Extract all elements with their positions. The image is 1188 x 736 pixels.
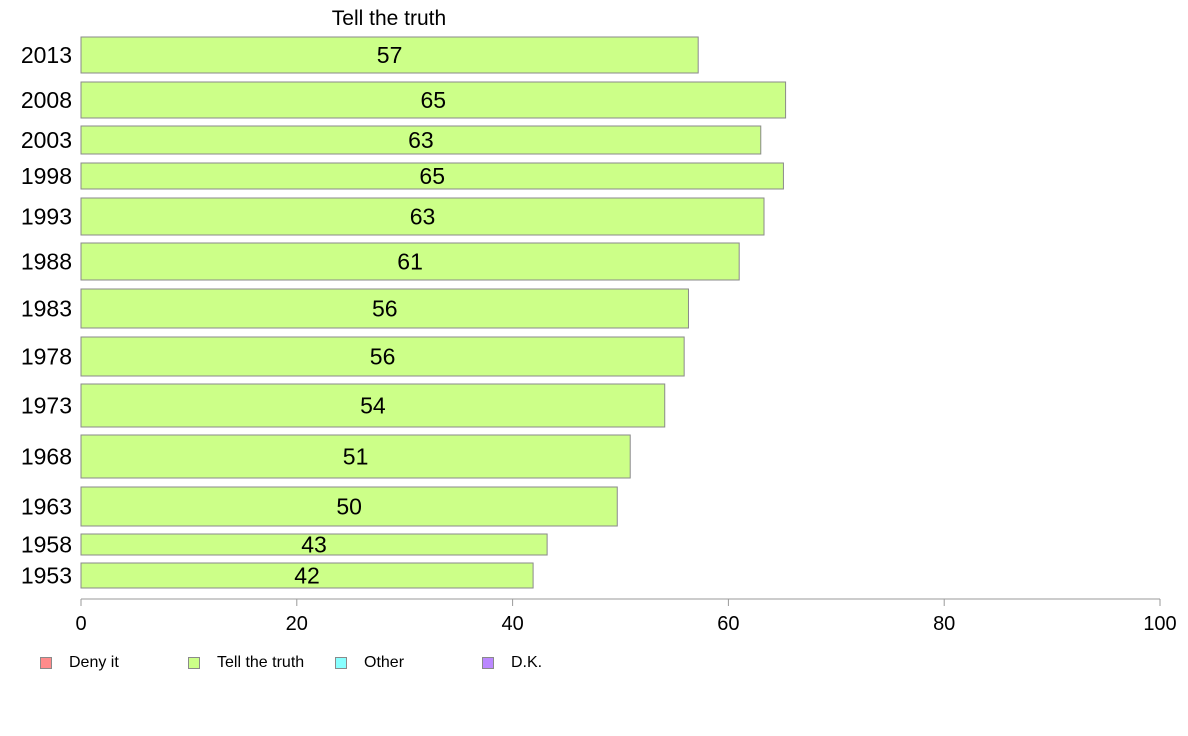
bar-1983: [80, 288, 689, 329]
data-label-1993: 63: [410, 204, 436, 230]
legend-label: Tell the truth: [217, 654, 305, 671]
x-axis: 0 20 40 60 80 100: [75, 598, 1177, 635]
category-label-1953: 1953: [21, 563, 72, 589]
data-label-1968: 51: [343, 444, 369, 470]
bar-1963: [80, 486, 618, 527]
data-label-2013: 57: [377, 42, 403, 68]
bar-1968: [80, 434, 631, 479]
legend-label: Other: [364, 654, 405, 671]
bar-2003: [80, 125, 762, 155]
legend: Deny it Tell the truth Other D.K.: [0, 652, 1188, 674]
data-label-2003: 63: [408, 127, 434, 153]
x-tick-label-0: 0: [75, 613, 86, 635]
data-label-1983: 56: [372, 296, 398, 322]
category-label-2013: 2013: [21, 42, 72, 68]
category-label-2008: 2008: [21, 87, 72, 113]
data-label-1998: 65: [419, 163, 445, 189]
x-tick-label-40: 40: [501, 613, 523, 635]
category-label-1978: 1978: [21, 344, 72, 370]
category-label-1973: 1973: [21, 393, 72, 419]
data-label-1958: 43: [301, 532, 327, 558]
legend-swatch-dk: [482, 657, 494, 669]
bar-1978: [80, 336, 685, 377]
data-label-1988: 61: [397, 249, 423, 275]
data-label-1963: 50: [336, 494, 362, 520]
chart-title: Tell the truth: [332, 7, 446, 30]
legend-label: Deny it: [69, 654, 119, 671]
x-tick-label-20: 20: [286, 613, 308, 635]
legend-item-other: Other: [335, 652, 404, 674]
data-label-1978: 56: [370, 344, 396, 370]
x-tick-label-100: 100: [1143, 613, 1176, 635]
legend-item-tell-the-truth: Tell the truth: [188, 652, 304, 674]
category-label-1968: 1968: [21, 444, 72, 470]
bar-1998: [80, 162, 784, 190]
data-label-1973: 54: [360, 393, 386, 419]
bar-2008: [80, 81, 787, 119]
legend-item-dk: D.K.: [482, 652, 542, 674]
category-label-1963: 1963: [21, 494, 72, 520]
category-label-1988: 1988: [21, 249, 72, 275]
bar-chart: Tell the truth 57 65 63 65 63 61 56 56 54 51 50 43 4…: [21, 7, 1177, 635]
x-tick-label-80: 80: [933, 613, 955, 635]
data-label-2008: 65: [420, 87, 446, 113]
bar-1958: [80, 533, 548, 556]
category-label-2003: 2003: [21, 127, 72, 153]
legend-swatch-other: [335, 657, 347, 669]
category-label-1983: 1983: [21, 296, 72, 322]
bar-1988: [80, 242, 740, 281]
legend-item-deny-it: Deny it: [40, 652, 119, 674]
bar-1993: [80, 197, 765, 236]
legend-swatch-deny-it: [40, 657, 52, 669]
legend-swatch-tell-the-truth: [188, 657, 200, 669]
bar-1973: [80, 383, 666, 428]
x-tick-label-60: 60: [717, 613, 739, 635]
bars-group: 57 65 63 65 63 61 56 56 54 51 50 43 42: [80, 36, 787, 589]
bar-1953: [80, 562, 534, 589]
category-labels: 2013 2008 2003 1998 1993 1988 1983 1978 1973 1968…: [21, 42, 72, 589]
bar-2013: [80, 36, 699, 74]
legend-label: D.K.: [511, 654, 543, 671]
category-label-1993: 1993: [21, 204, 72, 230]
category-label-1958: 1958: [21, 532, 72, 558]
category-label-1998: 1998: [21, 163, 72, 189]
data-label-1953: 42: [294, 563, 320, 589]
